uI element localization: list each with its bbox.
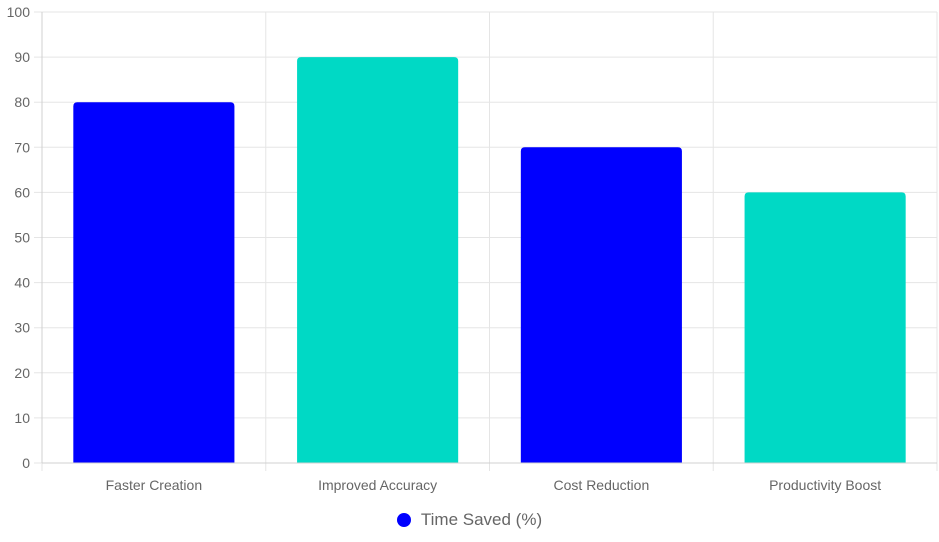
legend[interactable]: Time Saved (%): [0, 507, 939, 533]
y-axis-tick-labels: 0 10 20 30 40 50 60 70 80 90 100: [7, 4, 31, 471]
x-tick-label: Improved Accuracy: [318, 477, 437, 493]
y-tick-label: 90: [14, 49, 30, 65]
y-tick-label: 20: [14, 365, 30, 381]
y-tick-label: 80: [14, 94, 30, 110]
y-tick-label: 30: [14, 320, 30, 336]
bars: [73, 57, 906, 464]
bar-chart-canvas: 0 10 20 30 40 50 60 70 80 90 100 Faster Creation Im…: [7, 4, 938, 493]
legend-label-time-saved: Time Saved (%): [420, 510, 543, 529]
legend-swatch-time-saved: [396, 513, 411, 527]
bar-improved-accuracy[interactable]: [297, 57, 459, 463]
y-tick-label: 60: [14, 184, 30, 200]
x-tick-label: Faster Creation: [106, 477, 202, 493]
bar-cost-reduction[interactable]: [520, 147, 682, 464]
y-tick-label: 50: [14, 230, 30, 246]
y-tick-label: 70: [14, 139, 30, 155]
x-axis-tick-labels: Faster Creation Improved Accuracy Cost Red…: [106, 477, 882, 493]
axes: [41, 12, 937, 464]
x-tick-label: Productivity Boost: [769, 477, 881, 493]
bar-productivity-boost[interactable]: [744, 192, 906, 463]
x-tick-label: Cost Reduction: [554, 477, 650, 493]
y-tick-label: 10: [14, 410, 30, 426]
bar-faster-creation[interactable]: [73, 102, 235, 463]
y-tick-label: 0: [22, 455, 30, 471]
y-tick-label: 40: [14, 275, 30, 291]
y-tick-label: 100: [7, 4, 31, 20]
